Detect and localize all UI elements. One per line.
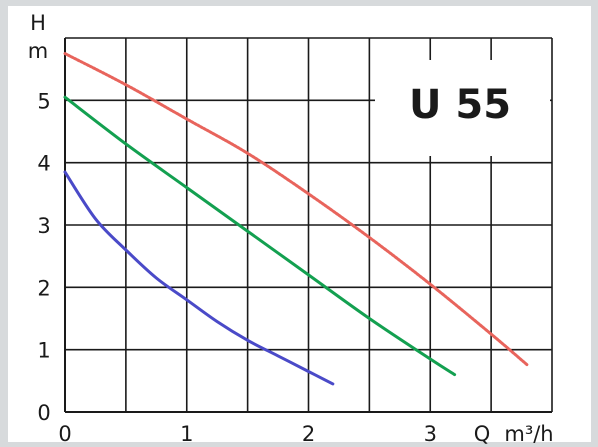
y-tick-label: 4 — [37, 152, 50, 176]
y-tick-labels: 0 1 2 3 4 5 — [37, 89, 50, 425]
model-label-panel — [375, 60, 550, 156]
x-axis-unit: m³/h — [504, 422, 553, 446]
x-tick-label: 1 — [180, 422, 193, 446]
x-axis-symbol: Q — [474, 422, 491, 446]
y-tick-label: 1 — [37, 339, 50, 363]
y-axis-unit: m — [28, 39, 48, 63]
curves — [63, 52, 530, 386]
x-tick-label: 0 — [58, 422, 71, 446]
y-tick-label: 5 — [37, 89, 50, 113]
y-tick-label: 0 — [37, 401, 50, 425]
y-tick-label: 3 — [37, 214, 50, 238]
x-tick-labels: 0 1 2 3 — [58, 422, 437, 446]
y-axis-symbol: H — [30, 11, 46, 35]
y-tick-label: 2 — [37, 276, 50, 300]
x-tick-label: 3 — [424, 422, 437, 446]
model-title: U 55 — [409, 82, 511, 128]
series-line-1 — [63, 52, 530, 367]
x-tick-label: 2 — [302, 422, 315, 446]
series-line-2 — [63, 95, 457, 377]
series-line-3 — [63, 170, 335, 386]
